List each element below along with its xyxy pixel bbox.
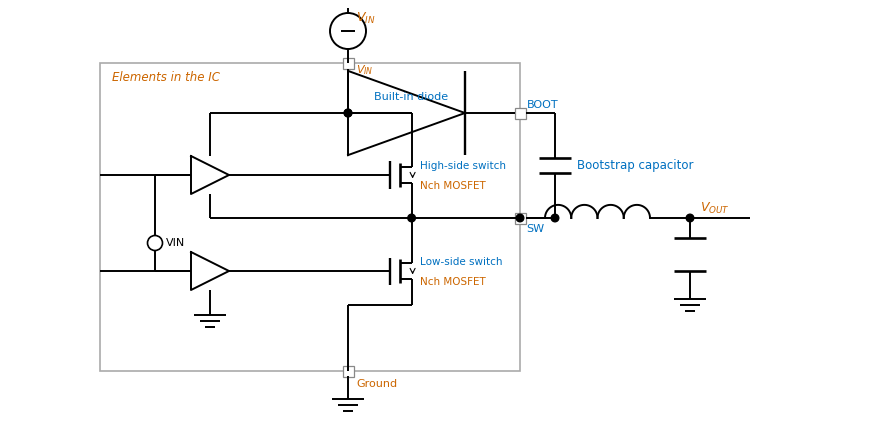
Text: Nch MOSFET: Nch MOSFET — [420, 181, 486, 191]
Circle shape — [344, 109, 352, 117]
Bar — [514, 213, 526, 224]
Circle shape — [344, 109, 352, 117]
Text: $V_{IN}$: $V_{IN}$ — [356, 11, 375, 26]
Text: BOOT: BOOT — [527, 100, 558, 110]
Circle shape — [408, 214, 416, 222]
Text: VIN: VIN — [166, 238, 186, 248]
Bar — [100, 63, 520, 371]
Text: Elements in the IC: Elements in the IC — [112, 71, 220, 84]
Text: Ground: Ground — [356, 379, 397, 389]
Text: Low-side switch: Low-side switch — [420, 257, 502, 267]
Bar — [514, 108, 526, 118]
Text: Nch MOSFET: Nch MOSFET — [420, 277, 486, 287]
Text: Built-in diode: Built-in diode — [374, 92, 449, 102]
Text: SW: SW — [526, 224, 544, 234]
Bar — [342, 58, 354, 69]
Text: High-side switch: High-side switch — [420, 161, 506, 171]
Circle shape — [686, 214, 694, 222]
Text: $V_{IN}$: $V_{IN}$ — [356, 63, 374, 77]
Text: Bootstrap capacitor: Bootstrap capacitor — [577, 159, 694, 172]
Circle shape — [551, 214, 559, 222]
Bar — [342, 365, 354, 377]
Text: $V_{OUT}$: $V_{OUT}$ — [700, 201, 730, 216]
Circle shape — [516, 214, 524, 222]
